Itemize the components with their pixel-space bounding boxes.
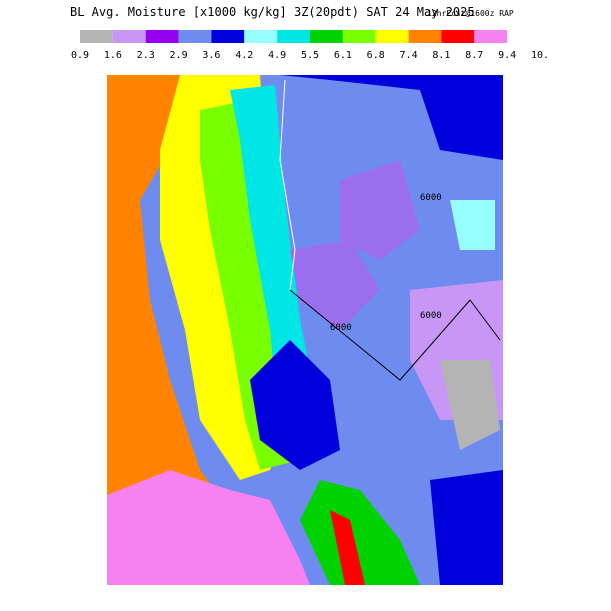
colorbar-swatch [145,30,179,43]
colorbar-swatch [408,30,442,43]
region-blue [250,340,340,470]
region-lightcyan [450,200,495,250]
colorbar-label: 8.7 [465,50,483,61]
region-blue-south [430,470,503,585]
colorbar-swatch [310,30,343,43]
colorbar-label: 3.6 [202,50,220,61]
colorbar-swatch [342,30,376,43]
colorbar-label: 8.1 [432,50,450,61]
region-blue-north [280,75,503,160]
border [279,79,296,291]
contour [289,289,501,381]
colorbar-label: 6.1 [334,50,352,61]
colorbar-swatch [507,30,540,43]
region-purple [340,160,420,260]
colorbar-label: 6.8 [367,50,385,61]
colorbar-label: 10. [531,50,549,61]
colorbar-swatch [211,30,245,43]
colorbar-swatch [277,30,310,43]
region-pink [107,470,310,585]
colorbar-label: 0.9 [71,50,89,61]
colorbar-label: 1.6 [104,50,122,61]
contour-label: 6000 [420,193,442,203]
colorbar-swatch [178,30,212,43]
colorbar-label: 2.9 [170,50,188,61]
colorbar: 0.9 1.6 2.3 2.9 3.6 4.2 4.9 5.5 6.1 6.8 7.4 8.1 8.7 9… [71,30,549,61]
region-green [300,480,420,585]
colorbar-label: 4.2 [235,50,253,61]
colorbar-swatch [474,30,508,43]
forecast-label: 12hrFcst@1600z RAP [427,9,514,18]
colorbar-swatch [80,30,113,43]
title: BL Avg. Moisture [x1000 kg/kg] 3Z(20pdt)… [70,5,475,19]
colorbar-swatch [375,30,409,43]
colorbar-label: 7.4 [400,50,418,61]
region-gray [440,360,500,450]
colorbar-swatch [441,30,475,43]
colorbar-swatch [244,30,278,43]
region-orange [107,75,260,585]
colorbar-label: 5.5 [301,50,319,61]
contour-label: 6000 [420,311,442,321]
colorbar-label: 2.3 [137,50,155,61]
colorbar-swatch [112,30,146,43]
map: 6000 6000 6000 [107,75,503,585]
region-purple-2 [290,240,380,330]
contour-label: 6000 [330,323,352,333]
region-red [330,510,365,585]
colorbar-label: 4.9 [268,50,286,61]
colorbar-label: 9.4 [498,50,516,61]
